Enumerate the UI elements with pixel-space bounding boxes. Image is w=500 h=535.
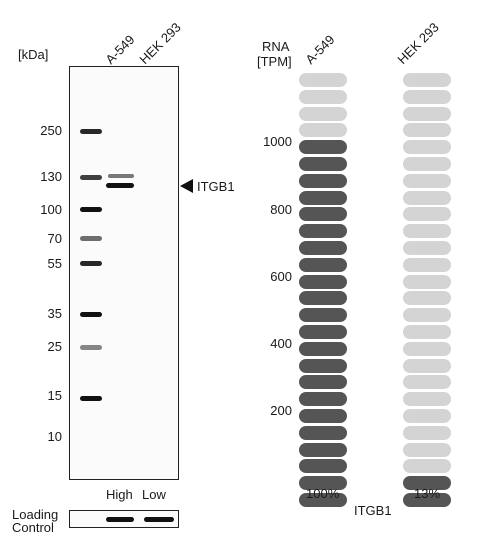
marker-35: 35 [47, 306, 62, 321]
ladder-band-100 [80, 207, 102, 212]
rna-pill [403, 308, 451, 323]
rna-pill [403, 442, 451, 457]
rna-pill [403, 207, 451, 222]
rna-pill [299, 358, 347, 373]
ladder-band-15 [80, 396, 102, 401]
rna-pill [299, 123, 347, 138]
rna-pill [403, 241, 451, 255]
marker-15: 15 [47, 388, 62, 403]
rna-pill [299, 73, 347, 87]
rna-percent-a549: 100% [306, 486, 340, 501]
rna-pill [403, 493, 451, 507]
tpm-tick-600: 600 [270, 269, 292, 284]
rna-pill [403, 459, 451, 474]
marker-25: 25 [47, 339, 62, 354]
western-blot-image [69, 66, 179, 480]
marker-250: 250 [40, 123, 62, 138]
rna-pill [403, 140, 451, 155]
tpm-tick-1000: 1000 [263, 134, 292, 149]
marker-100: 100 [40, 202, 62, 217]
rna-pill [299, 375, 347, 390]
rna-pill [299, 291, 347, 306]
rna-pill [403, 291, 451, 306]
ladder-band-35 [80, 312, 102, 317]
a549-band-main [106, 183, 134, 188]
rna-pill [299, 459, 347, 474]
marker-130: 130 [40, 169, 62, 184]
rna-pill [403, 123, 451, 138]
tpm-tick-400: 400 [270, 336, 292, 351]
rna-pill [299, 157, 347, 171]
loading-control-blot [69, 510, 179, 528]
rna-pill [299, 392, 347, 407]
rna-pill [299, 325, 347, 339]
rna-pill [299, 308, 347, 323]
ladder-band-55 [80, 261, 102, 266]
rna-pill [403, 73, 451, 87]
kda-axis-label: [kDa] [18, 47, 49, 62]
lane-label-hek293: HEK 293 [136, 19, 184, 68]
rna-pill [403, 224, 451, 239]
loading-control-label-line1: Loading [12, 507, 59, 522]
ladder-band-250 [80, 129, 102, 134]
rna-pill [403, 375, 451, 390]
rna-pill [299, 257, 347, 272]
rna-pill [403, 157, 451, 171]
marker-70: 70 [47, 231, 62, 246]
rna-pill [403, 173, 451, 188]
rna-gene-label: ITGB1 [354, 503, 392, 518]
rna-pill [403, 425, 451, 440]
rna-pill [299, 241, 347, 255]
rna-column-hek293: HEK 293 [394, 19, 442, 68]
ladder-band-25 [80, 345, 102, 350]
rna-pill [299, 274, 347, 289]
rna-header-line1: RNA [262, 39, 290, 54]
rna-pill [299, 224, 347, 239]
rna-pill [403, 341, 451, 356]
rna-pill [299, 207, 347, 222]
rna-column-a549: A-549 [302, 31, 338, 67]
rna-pill [403, 106, 451, 121]
high-label: High [106, 487, 133, 502]
target-protein-label: ITGB1 [197, 179, 235, 194]
ladder-band-130 [80, 175, 102, 180]
rna-pill [299, 140, 347, 155]
rna-pill [299, 476, 347, 491]
low-label: Low [142, 487, 166, 502]
lane-label-a549: A-549 [102, 31, 138, 67]
rna-pill [403, 409, 451, 423]
target-arrow-icon [180, 179, 193, 193]
rna-pill [299, 173, 347, 188]
rna-pill [299, 409, 347, 423]
rna-pill [299, 106, 347, 121]
marker-10: 10 [47, 429, 62, 444]
rna-pill [403, 358, 451, 373]
rna-pill [299, 425, 347, 440]
a549-band-upper [108, 174, 134, 178]
loading-band-a549 [106, 517, 134, 522]
rna-pill [299, 190, 347, 205]
tpm-tick-800: 800 [270, 202, 292, 217]
rna-header-line2: [TPM] [257, 54, 292, 69]
rna-percent-hek293: 13% [414, 486, 441, 501]
rna-pill [403, 89, 451, 104]
ladder-band-70 [80, 236, 102, 241]
rna-pill [403, 476, 451, 491]
rna-pill [403, 190, 451, 205]
rna-pill [403, 257, 451, 272]
loading-band-hek293 [144, 517, 174, 522]
rna-pill [299, 89, 347, 104]
rna-pill [403, 325, 451, 339]
loading-control-label-line2: Control [12, 520, 54, 535]
rna-pill [403, 392, 451, 407]
rna-pill [299, 493, 347, 507]
marker-55: 55 [47, 256, 62, 271]
rna-pill [299, 341, 347, 356]
rna-pill [403, 274, 451, 289]
tpm-tick-200: 200 [270, 403, 292, 418]
rna-pill [299, 442, 347, 457]
